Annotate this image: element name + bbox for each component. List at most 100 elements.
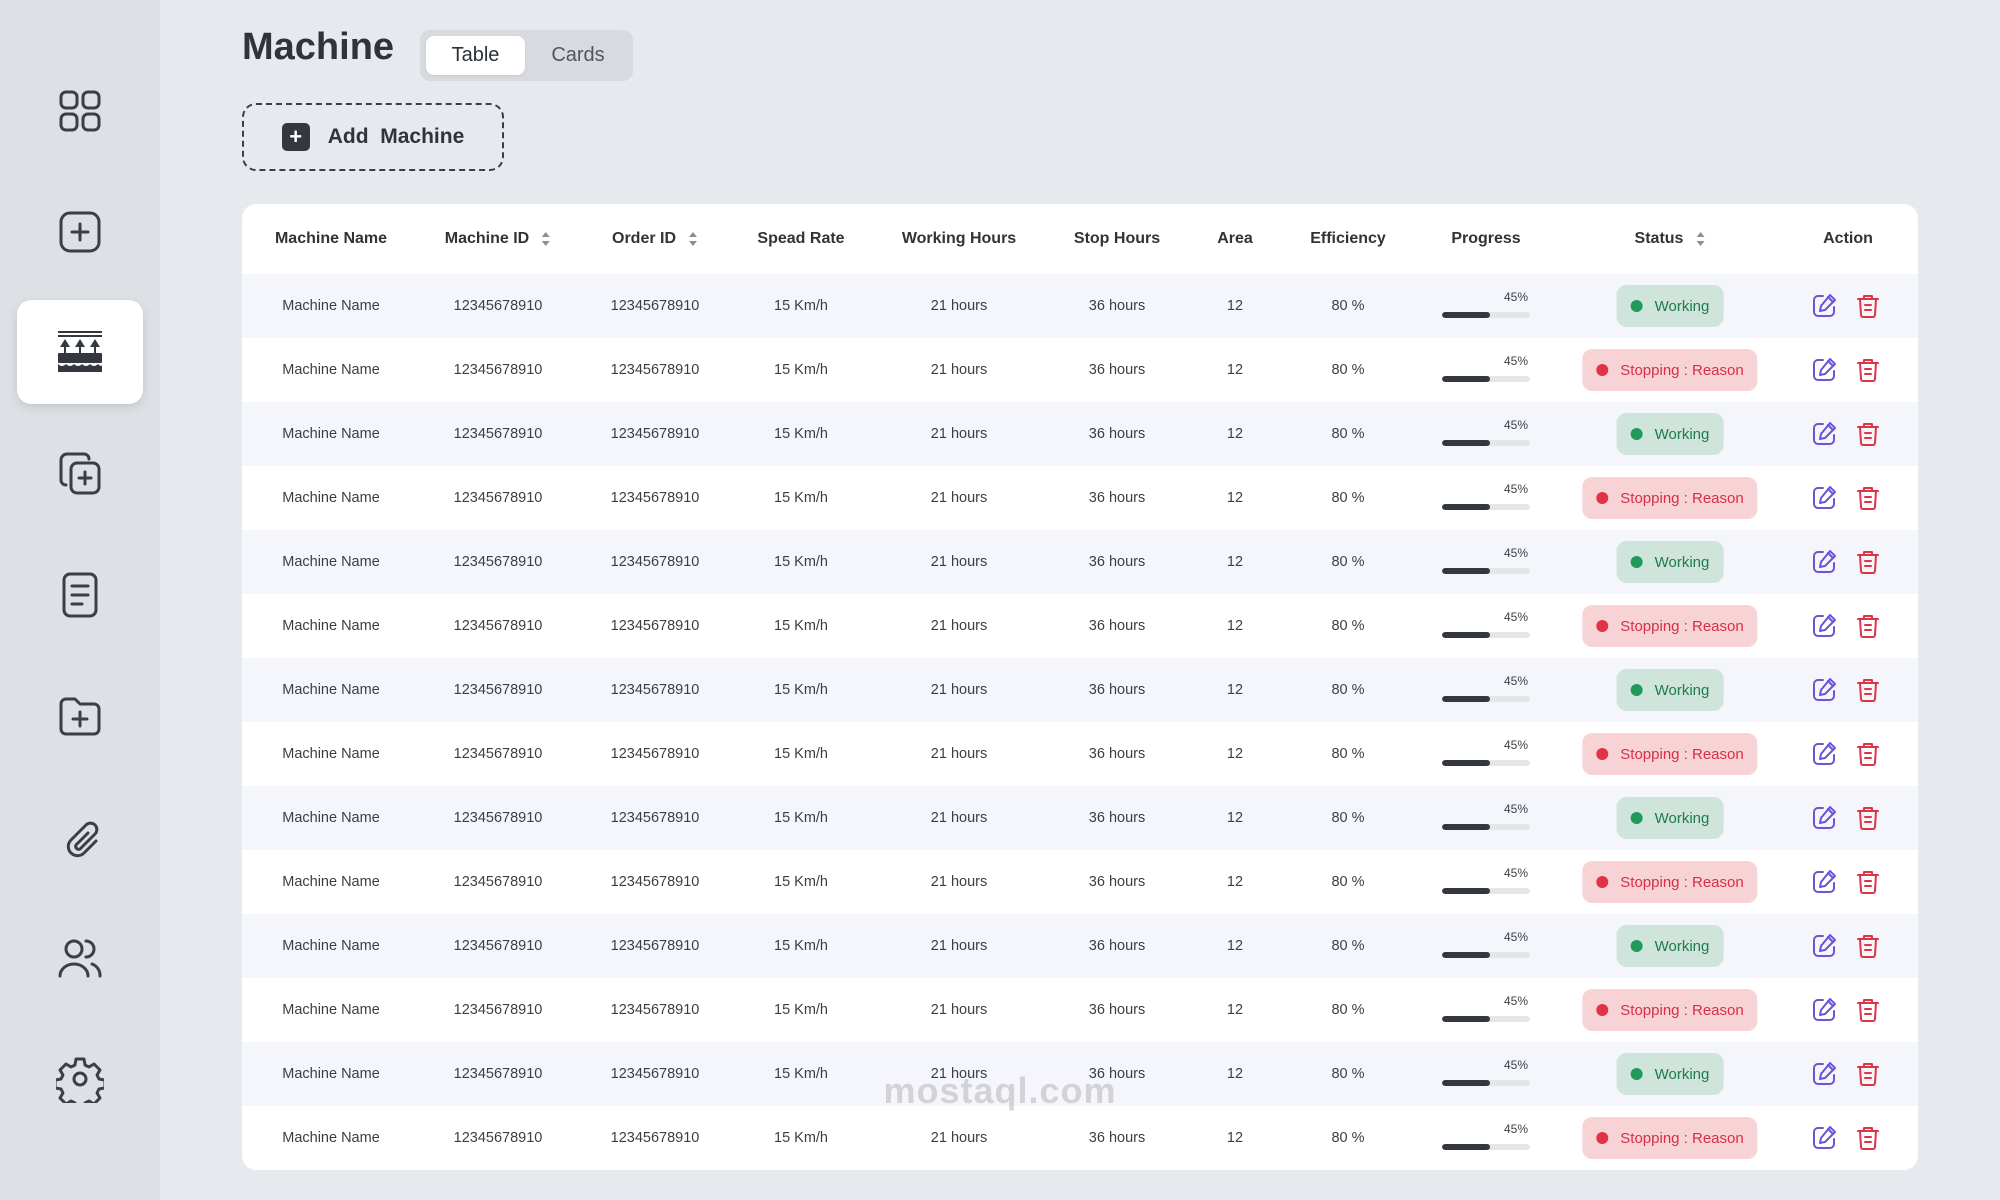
table-row[interactable]: Machine Name 12345678910 12345678910 15 Km/… [242, 914, 1918, 978]
cell-stop-hours: 36 hours [1088, 426, 1146, 442]
column-header-status[interactable]: Status [1635, 204, 1706, 274]
cell-working-hours: 21 hours [930, 618, 988, 634]
column-header-stop-hours: Stop Hours [1074, 204, 1160, 274]
status-badge: Stopping : Reason [1582, 1117, 1758, 1159]
column-header-label: Spead Rate [757, 230, 845, 247]
table-row[interactable]: Machine Name 12345678910 12345678910 15 Km/… [242, 402, 1918, 466]
table-row[interactable]: Machine Name 12345678910 12345678910 15 Km/… [242, 658, 1918, 722]
cell-area: 12 [1226, 426, 1244, 442]
edit-icon[interactable] [1810, 484, 1838, 512]
edit-icon[interactable] [1810, 868, 1838, 896]
progress-bar: 45% [1442, 610, 1530, 642]
edit-icon[interactable] [1810, 612, 1838, 640]
sort-icon[interactable] [541, 231, 551, 247]
delete-icon[interactable] [1854, 1124, 1882, 1152]
delete-icon[interactable] [1854, 356, 1882, 384]
tab-table[interactable]: Table [426, 36, 525, 75]
edit-icon[interactable] [1810, 676, 1838, 704]
sidebar-item-add[interactable] [17, 180, 143, 284]
cell-spead-rate: 15 Km/h [774, 618, 828, 634]
status-label: Working [1654, 553, 1710, 571]
progress-bar: 45% [1442, 290, 1530, 322]
delete-icon[interactable] [1854, 868, 1882, 896]
cell-efficiency: 80 % [1331, 490, 1365, 506]
status-dot-icon [1596, 1132, 1609, 1144]
add-machine-button[interactable]: + Add Machine [242, 103, 504, 171]
column-header-order-id[interactable]: Order ID [612, 204, 698, 274]
table-row[interactable]: Machine Name 12345678910 12345678910 15 Km/… [242, 786, 1918, 850]
plus-icon: + [281, 123, 310, 151]
cell-spead-rate: 15 Km/h [774, 426, 828, 442]
status-badge: Working [1616, 1053, 1724, 1095]
edit-icon[interactable] [1810, 420, 1838, 448]
delete-icon[interactable] [1854, 932, 1882, 960]
sidebar-item-machines[interactable] [17, 300, 143, 404]
table-row[interactable]: Machine Name 12345678910 12345678910 15 Km/… [242, 1106, 1918, 1170]
table-row[interactable]: Machine Name 12345678910 12345678910 15 Km/… [242, 530, 1918, 594]
progress-bar: 45% [1442, 354, 1530, 386]
sidebar-item-documents[interactable] [17, 543, 143, 647]
sort-icon[interactable] [1695, 231, 1705, 247]
edit-icon[interactable] [1810, 548, 1838, 576]
cell-area: 12 [1226, 554, 1244, 570]
edit-icon[interactable] [1810, 804, 1838, 832]
status-badge: Stopping : Reason [1582, 477, 1758, 519]
table-row[interactable]: Machine Name 12345678910 12345678910 15 Km/… [242, 722, 1918, 786]
cell-order-id: 12345678910 [610, 298, 700, 314]
table-row[interactable]: Machine Name 12345678910 12345678910 15 Km/… [242, 338, 1918, 402]
delete-icon[interactable] [1854, 996, 1882, 1024]
column-header-machine-id[interactable]: Machine ID [445, 204, 551, 274]
sidebar-item-folder-add[interactable] [17, 664, 143, 768]
sidebar-item-dashboard[interactable] [17, 59, 143, 163]
cell-efficiency: 80 % [1331, 810, 1365, 826]
table-row[interactable]: Machine Name 12345678910 12345678910 15 Km/… [242, 466, 1918, 530]
delete-icon[interactable] [1854, 740, 1882, 768]
edit-icon[interactable] [1810, 1060, 1838, 1088]
cell-efficiency: 80 % [1331, 746, 1365, 762]
edit-icon[interactable] [1810, 932, 1838, 960]
delete-icon[interactable] [1854, 420, 1882, 448]
table-row[interactable]: Machine Name 12345678910 12345678910 15 Km/… [242, 978, 1918, 1042]
table-row[interactable]: Machine Name 12345678910 12345678910 15 Km/… [242, 594, 1918, 658]
delete-icon[interactable] [1854, 484, 1882, 512]
cell-spead-rate: 15 Km/h [774, 682, 828, 698]
cell-machine-name: Machine Name [282, 554, 380, 570]
edit-icon[interactable] [1810, 1124, 1838, 1152]
column-header-progress: Progress [1451, 204, 1520, 274]
progress-bar: 45% [1442, 674, 1530, 706]
tab-cards[interactable]: Cards [551, 44, 605, 66]
delete-icon[interactable] [1854, 612, 1882, 640]
status-label: Working [1654, 425, 1710, 443]
column-header-machine-name: Machine Name [275, 204, 387, 274]
progress-bar: 45% [1442, 802, 1530, 834]
cell-machine-name: Machine Name [282, 1002, 380, 1018]
table-row[interactable]: Machine Name 12345678910 12345678910 15 Km/… [242, 1042, 1918, 1106]
delete-icon[interactable] [1854, 1060, 1882, 1088]
sidebar-item-users[interactable] [17, 906, 143, 1010]
delete-icon[interactable] [1854, 292, 1882, 320]
table-row[interactable]: Machine Name 12345678910 12345678910 15 Km/… [242, 850, 1918, 914]
edit-icon[interactable] [1810, 740, 1838, 768]
progress-label: 45% [1503, 802, 1528, 816]
cell-machine-id: 12345678910 [453, 490, 543, 506]
column-header-label: Efficiency [1310, 230, 1386, 247]
edit-icon[interactable] [1810, 996, 1838, 1024]
edit-icon[interactable] [1810, 356, 1838, 384]
sidebar-item-attachments[interactable] [17, 785, 143, 889]
delete-icon[interactable] [1854, 804, 1882, 832]
cell-working-hours: 21 hours [930, 490, 988, 506]
progress-track [1442, 952, 1530, 958]
machines-table: Machine Name Machine ID Order ID Spead Rate… [242, 204, 1918, 1170]
sidebar-item-copy-add[interactable] [17, 422, 143, 526]
edit-icon[interactable] [1810, 292, 1838, 320]
cell-working-hours: 21 hours [930, 810, 988, 826]
delete-icon[interactable] [1854, 548, 1882, 576]
table-row[interactable]: Machine Name 12345678910 12345678910 15 Km/… [242, 274, 1918, 338]
cell-area: 12 [1226, 1066, 1244, 1082]
column-header-label: Machine Name [274, 230, 388, 247]
cell-efficiency: 80 % [1331, 682, 1365, 698]
delete-icon[interactable] [1854, 676, 1882, 704]
sidebar-item-settings[interactable] [17, 1027, 143, 1131]
cell-spead-rate: 15 Km/h [774, 362, 828, 378]
sort-icon[interactable] [688, 231, 698, 247]
